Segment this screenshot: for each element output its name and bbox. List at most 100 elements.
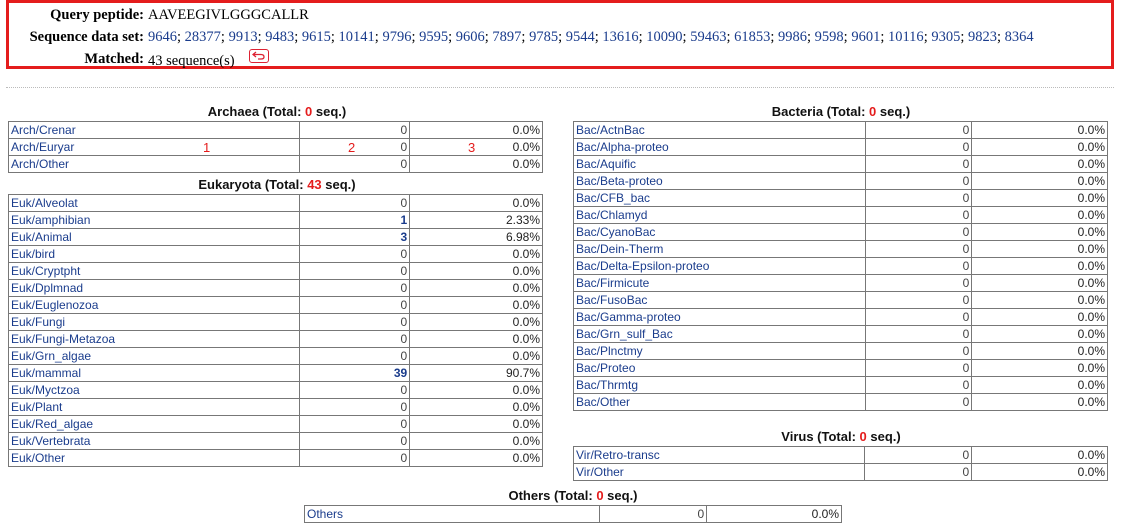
count-cell: 0 [299, 121, 411, 139]
dataset-link-9823[interactable]: 9823 [968, 29, 997, 45]
taxon-link[interactable]: Bac/Aquific [576, 157, 637, 171]
dataset-link-61853[interactable]: 61853 [734, 29, 771, 45]
dataset-link-9796[interactable]: 9796 [382, 29, 412, 45]
taxon-link[interactable]: Euk/Other [11, 451, 66, 465]
dataset-separator: ; [960, 29, 968, 45]
taxon-link[interactable]: Euk/Grn_algae [11, 349, 92, 363]
count-cell[interactable]: 1 [299, 211, 411, 229]
taxon-link[interactable]: Euk/Plant [11, 400, 63, 414]
dataset-link-9305[interactable]: 9305 [931, 29, 961, 45]
dataset-link-9646[interactable]: 9646 [148, 29, 177, 45]
dataset-link-8364[interactable]: 8364 [1004, 29, 1034, 45]
taxon-link[interactable]: Euk/Alveolat [11, 196, 78, 210]
query-peptide-row: Query peptide: AAVEEGIVLGGGCALLR [9, 5, 1111, 25]
dataset-link-9601[interactable]: 9601 [851, 29, 881, 45]
table-row: Bac/Thrmtg 0 0.0% [573, 376, 1108, 394]
taxon-link[interactable]: Bac/Proteo [576, 361, 636, 375]
dataset-link-28377[interactable]: 28377 [184, 29, 221, 45]
matched-row: Matched: 43 sequence(s) [9, 49, 1111, 69]
table-row: Euk/Plant 0 0.0% [7, 398, 543, 416]
dataset-link-9544[interactable]: 9544 [565, 29, 595, 45]
taxon-link[interactable]: Euk/mammal [11, 366, 82, 380]
table-row: Euk/Grn_algae 0 0.0% [7, 347, 543, 365]
taxon-link[interactable]: Euk/Vertebrata [11, 434, 91, 448]
taxon-link[interactable]: Bac/Gamma-proteo [576, 310, 681, 324]
taxon-link[interactable]: Bac/Plnctmy [576, 344, 643, 358]
taxon-link[interactable]: Others [307, 507, 344, 521]
taxon-link[interactable]: Euk/Fungi-Metazoa [11, 332, 116, 346]
dataset-link-9785[interactable]: 9785 [529, 29, 559, 45]
taxon-cell: Bac/FusoBac [573, 291, 866, 309]
percent-cell: 0.0% [971, 376, 1108, 394]
taxon-link[interactable]: Euk/Cryptpht [11, 264, 81, 278]
taxon-link[interactable]: Bac/FusoBac [576, 293, 648, 307]
table-row: Euk/mammal 39 90.7% [7, 364, 543, 382]
taxon-cell: Bac/CyanoBac [573, 223, 866, 241]
taxon-link[interactable]: Euk/Animal [11, 230, 72, 244]
return-arrow-icon[interactable] [248, 49, 269, 63]
taxon-link[interactable]: Arch/Crenar [11, 123, 76, 137]
taxon-link[interactable]: Euk/amphibian [11, 213, 91, 227]
taxon-link[interactable]: Euk/Myctzoa [11, 383, 80, 397]
taxon-link[interactable]: Bac/Alpha-proteo [576, 140, 669, 154]
taxon-link[interactable]: Bac/ActnBac [576, 123, 645, 137]
dataset-separator: ; [558, 29, 566, 45]
taxon-link[interactable]: Bac/Chlamyd [576, 208, 648, 222]
percent-cell: 0.0% [409, 347, 543, 365]
dataset-link-9483[interactable]: 9483 [265, 29, 295, 45]
taxon-link[interactable]: Vir/Retro-transc [576, 448, 660, 462]
taxon-link[interactable]: Bac/Beta-proteo [576, 174, 663, 188]
archaea-title: Archaea (Total: 0 seq.) [207, 104, 347, 119]
dataset-link-7897[interactable]: 7897 [492, 29, 522, 45]
taxon-link[interactable]: Bac/CFB_bac [576, 191, 651, 205]
dataset-separator: ; [330, 29, 339, 45]
count-cell: 0 [864, 189, 973, 207]
taxon-link[interactable]: Bac/Other [576, 395, 631, 409]
table-row: Euk/Red_algae 0 0.0% [7, 415, 543, 433]
dataset-link-10090[interactable]: 10090 [646, 29, 683, 45]
taxon-link[interactable]: Arch/Euryar [11, 140, 75, 154]
dataset-link-13616[interactable]: 13616 [602, 29, 639, 45]
taxon-link[interactable]: Arch/Other [11, 157, 70, 171]
query-peptide-label: Query peptide: [50, 7, 144, 23]
count-cell: 0 [864, 393, 973, 411]
taxon-link[interactable]: Vir/Other [576, 465, 624, 479]
taxon-link[interactable]: Bac/Grn_sulf_Bac [576, 327, 673, 341]
dataset-separator: ; [411, 29, 420, 45]
percent-cell: 0.0% [409, 313, 543, 331]
count-cell: 0 [864, 172, 973, 190]
bacteria-total: 0 [869, 104, 877, 119]
taxon-link[interactable]: Bac/Firmicute [576, 276, 650, 290]
taxon-link[interactable]: Bac/Dein-Therm [576, 242, 664, 256]
taxon-link[interactable]: Bac/Thrmtg [576, 378, 639, 392]
taxon-link[interactable]: Bac/Delta-Epsilon-proteo [576, 259, 710, 273]
dataset-link-59463[interactable]: 59463 [690, 29, 727, 45]
table-row: Euk/Fungi 0 0.0% [7, 313, 543, 331]
taxon-link[interactable]: Euk/Fungi [11, 315, 66, 329]
taxon-link[interactable]: Bac/CyanoBac [576, 225, 656, 239]
dataset-row: Sequence data set: 9646; 28377; 9913; 94… [9, 27, 1111, 47]
dataset-link-10116[interactable]: 10116 [887, 29, 924, 45]
matched-label: Matched: [84, 51, 144, 67]
dataset-link-9595[interactable]: 9595 [419, 29, 449, 45]
dataset-link-9606[interactable]: 9606 [455, 29, 485, 45]
dataset-link-9598[interactable]: 9598 [814, 29, 844, 45]
table-row: Bac/Dein-Therm 0 0.0% [573, 240, 1108, 258]
taxon-link[interactable]: Euk/Dplmnad [11, 281, 84, 295]
count-cell[interactable]: 39 [299, 364, 411, 382]
percent-cell: 0.0% [409, 279, 543, 297]
taxon-cell: Euk/Animal [7, 228, 301, 246]
dataset-link-9615[interactable]: 9615 [301, 29, 331, 45]
dataset-separator: ; [257, 29, 266, 45]
taxon-link[interactable]: Euk/Euglenozoa [11, 298, 99, 312]
dataset-separator: ; [638, 29, 647, 45]
taxon-link[interactable]: Euk/bird [11, 247, 56, 261]
eukaryota-total: 43 [307, 177, 322, 192]
taxon-cell: Bac/Chlamyd [573, 206, 866, 224]
dataset-link-10141[interactable]: 10141 [338, 29, 375, 45]
dataset-link-9986[interactable]: 9986 [778, 29, 807, 45]
taxon-link[interactable]: Euk/Red_algae [11, 417, 94, 431]
dataset-link-9913[interactable]: 9913 [228, 29, 258, 45]
count-cell[interactable]: 3 [299, 228, 411, 246]
dataset-separator: ; [374, 29, 383, 45]
